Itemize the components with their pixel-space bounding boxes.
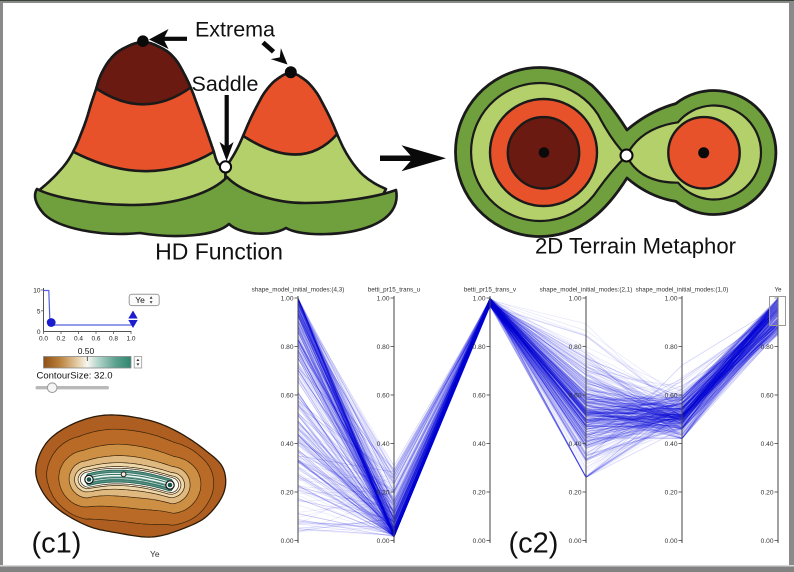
- svg-text:Ye: Ye: [135, 295, 145, 305]
- svg-text:0.20: 0.20: [281, 489, 294, 496]
- svg-text:shape_model_initial_modes:(2,1: shape_model_initial_modes:(2,1): [540, 287, 633, 294]
- svg-text:Ye: Ye: [150, 549, 160, 559]
- svg-text:0.20: 0.20: [569, 489, 582, 496]
- svg-text:0.00: 0.00: [473, 538, 486, 545]
- svg-text:0.40: 0.40: [281, 441, 294, 448]
- svg-text:0.60: 0.60: [377, 392, 390, 399]
- svg-text:0.60: 0.60: [761, 392, 774, 399]
- svg-text:0.60: 0.60: [473, 392, 486, 399]
- svg-text:0: 0: [37, 329, 41, 336]
- svg-text:0.00: 0.00: [377, 538, 390, 545]
- svg-text:betti_pr15_trans_v: betti_pr15_trans_v: [464, 287, 517, 294]
- svg-text:1.00: 1.00: [281, 295, 294, 302]
- svg-text:0.50: 0.50: [78, 346, 95, 356]
- svg-text:(c2): (c2): [509, 528, 559, 560]
- svg-text:shape_model_initial_modes:(4,3: shape_model_initial_modes:(4,3): [252, 287, 345, 294]
- svg-text:0.40: 0.40: [473, 441, 486, 448]
- svg-text:0.20: 0.20: [473, 489, 486, 496]
- svg-text:1.00: 1.00: [569, 295, 582, 302]
- svg-text:0.20: 0.20: [665, 489, 678, 496]
- svg-text:0.60: 0.60: [665, 392, 678, 399]
- svg-text:0.40: 0.40: [377, 441, 390, 448]
- svg-text:0.6: 0.6: [91, 336, 100, 343]
- svg-text:0.80: 0.80: [377, 344, 390, 351]
- svg-text:Ye: Ye: [774, 287, 782, 294]
- svg-text:0.40: 0.40: [665, 441, 678, 448]
- svg-text:0.8: 0.8: [109, 336, 118, 343]
- svg-text:1.00: 1.00: [377, 295, 390, 302]
- svg-text:0.80: 0.80: [761, 344, 774, 351]
- svg-text:0.00: 0.00: [569, 538, 582, 545]
- svg-text:0.80: 0.80: [281, 344, 294, 351]
- svg-text:Extrema: Extrema: [195, 18, 275, 42]
- svg-text:ContourSize: 32.0: ContourSize: 32.0: [37, 371, 113, 382]
- svg-text:shape_model_initial_modes:(1,0: shape_model_initial_modes:(1,0): [636, 287, 729, 294]
- svg-text:0.20: 0.20: [761, 489, 774, 496]
- svg-text:0.40: 0.40: [569, 441, 582, 448]
- svg-text:0.80: 0.80: [473, 344, 486, 351]
- svg-text:0.00: 0.00: [761, 538, 774, 545]
- svg-text:0.80: 0.80: [569, 344, 582, 351]
- svg-text:0.20: 0.20: [377, 489, 390, 496]
- svg-text:Saddle: Saddle: [192, 72, 259, 96]
- svg-text:1.0: 1.0: [126, 336, 135, 343]
- svg-text:0.00: 0.00: [281, 538, 294, 545]
- svg-text:0.80: 0.80: [665, 344, 678, 351]
- svg-text:0.00: 0.00: [665, 538, 678, 545]
- svg-text:1.00: 1.00: [473, 295, 486, 302]
- svg-text:betti_pr15_trans_u: betti_pr15_trans_u: [368, 287, 421, 294]
- svg-text:0.60: 0.60: [281, 392, 294, 399]
- svg-text:0.4: 0.4: [74, 336, 83, 343]
- svg-text:0.60: 0.60: [569, 392, 582, 399]
- svg-text:(c1): (c1): [32, 528, 82, 560]
- svg-text:1.00: 1.00: [665, 295, 678, 302]
- svg-text:0.0: 0.0: [39, 336, 48, 343]
- svg-text:0.2: 0.2: [56, 336, 65, 343]
- svg-text:10: 10: [33, 288, 41, 295]
- svg-text:2D Terrain Metaphor: 2D Terrain Metaphor: [535, 234, 736, 259]
- svg-text:0.40: 0.40: [761, 441, 774, 448]
- svg-text:HD Function: HD Function: [155, 239, 283, 265]
- svg-text:5: 5: [37, 308, 41, 315]
